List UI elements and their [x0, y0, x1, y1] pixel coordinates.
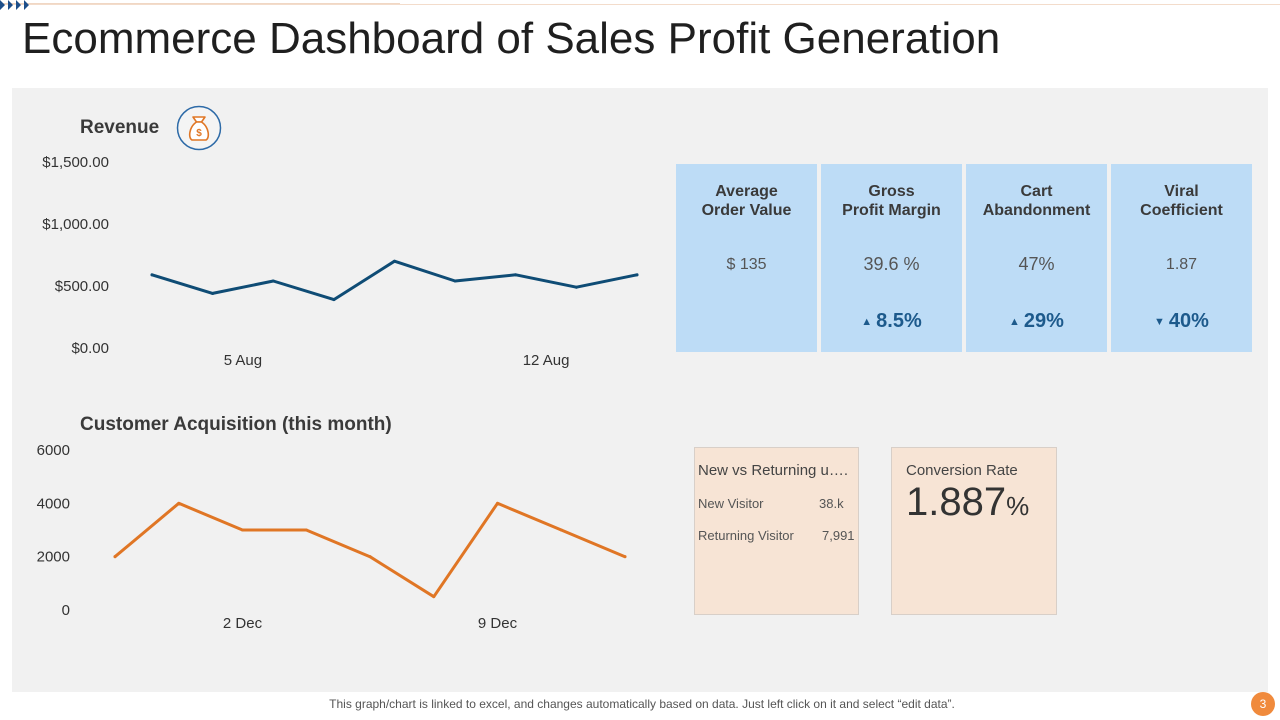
triangle-up-icon: ▲ — [1009, 315, 1020, 328]
series-line — [113, 501, 627, 599]
x-tick-label: 2 Dec — [223, 615, 263, 632]
visitor-value: 38.k — [819, 496, 844, 511]
kpi-change: ▼ 40% — [1154, 310, 1209, 332]
triangle-down-icon: ▼ — [1154, 315, 1165, 328]
x-tick-label: 5 Aug — [224, 352, 262, 369]
kpi-average-order-value: Average Order Value $ 135 — [676, 164, 817, 352]
acquisition-title: Customer Acquisition (this month) — [80, 414, 392, 435]
data-point — [304, 528, 308, 532]
data-point — [177, 501, 181, 505]
kpi-viral-coefficient: Viral Coefficient 1.87 ▼ 40% — [1111, 164, 1252, 352]
conversion-label: Conversion Rate — [906, 462, 1018, 479]
money-bag-icon: $ — [176, 105, 222, 151]
conversion-value: 1.887% — [906, 480, 1030, 524]
kpi-value: 1.87 — [1165, 256, 1198, 273]
kpi-label: Average Order Value — [701, 183, 792, 219]
data-point — [393, 259, 396, 263]
kpi-value: 47% — [1018, 254, 1055, 274]
x-tick-label: 9 Dec — [478, 615, 518, 632]
y-tick-label: 4000 — [37, 495, 70, 512]
kpi-value: 39.6 % — [863, 254, 920, 274]
kpi-label: Cart Abandonment — [982, 183, 1091, 219]
kpi-label: Viral Coefficient — [1140, 183, 1223, 219]
data-point — [623, 555, 627, 559]
data-point — [332, 298, 336, 302]
x-tick-label: 12 Aug — [523, 352, 570, 369]
y-tick-label: $1,500.00 — [42, 154, 109, 171]
y-tick-label: $0.00 — [71, 340, 109, 357]
chevron-arrows-icon — [0, 0, 29, 10]
y-tick-label: 6000 — [37, 442, 70, 459]
kpi-change: ▲ 8.5% — [861, 310, 922, 332]
acquisition-chart: 0 2000 4000 6000 2 Dec 9 Dec — [37, 442, 627, 632]
page-title: Ecommerce Dashboard of Sales Profit Gene… — [22, 14, 1001, 63]
data-point — [150, 273, 154, 277]
data-point — [559, 528, 563, 532]
svg-text:$: $ — [196, 128, 202, 139]
data-point — [635, 273, 639, 277]
data-point — [241, 528, 244, 532]
kpi-cart-abandonment: Cart Abandonment 47% ▲ 29% — [966, 164, 1107, 352]
kpi-value: $ 135 — [726, 256, 767, 273]
y-tick-label: 2000 — [37, 549, 70, 566]
data-point — [113, 555, 117, 559]
visitor-label: New Visitor — [698, 496, 764, 511]
footnote: This graph/chart is linked to excel, and… — [329, 697, 955, 711]
y-tick-label: 0 — [62, 602, 70, 619]
page-number-badge: 3 — [1251, 692, 1275, 716]
data-point — [496, 501, 499, 505]
header-rule — [0, 4, 1280, 5]
revenue-title: Revenue — [80, 117, 160, 138]
visitors-title: New vs Returning u…. — [698, 462, 849, 479]
data-point — [514, 273, 518, 277]
data-point — [368, 555, 372, 559]
y-tick-label: $500.00 — [55, 278, 109, 295]
y-tick-label: $1,000.00 — [42, 216, 109, 233]
triangle-up-icon: ▲ — [861, 315, 873, 328]
conversion-card: Conversion Rate 1.887% — [891, 447, 1057, 615]
kpi-label: Gross Profit Margin — [842, 183, 941, 219]
visitor-value: 7,991 — [822, 528, 855, 543]
data-point — [453, 279, 457, 283]
visitors-card: New vs Returning u…. New Visitor 38.k Re… — [694, 447, 859, 615]
visitor-label: Returning Visitor — [698, 528, 794, 543]
data-point — [271, 279, 275, 283]
kpi-change: ▲ 29% — [1009, 310, 1064, 332]
data-point — [432, 595, 436, 599]
revenue-chart: $0.00 $500.00 $1,000.00 $1,500.00 5 Aug 12 Au… — [42, 154, 639, 369]
data-point — [211, 291, 215, 295]
kpi-gross-profit-margin: Gross Profit Margin 39.6 % ▲ 8.5% — [821, 164, 962, 352]
series-line — [150, 259, 639, 302]
data-point — [574, 285, 578, 289]
